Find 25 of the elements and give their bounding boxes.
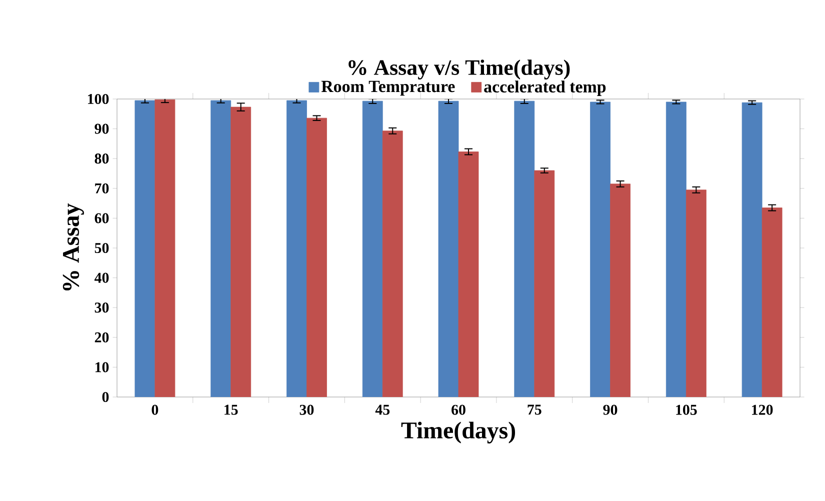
x-axis-title: Time(days)	[401, 422, 516, 444]
chart-title: % Assay v/s Time(days)	[348, 60, 570, 80]
legend-label: accelerated temp	[484, 80, 606, 96]
y-tick-label: 90	[94, 124, 109, 134]
x-tick-label: 60	[452, 404, 466, 415]
y-tick-label: 10	[95, 362, 109, 372]
x-tick-label: 120	[752, 404, 773, 415]
x-tick-label: 45	[375, 404, 390, 415]
y-tick-label: 40	[94, 272, 109, 283]
y-tick-label: 60	[94, 213, 109, 224]
x-tick-label: 75	[528, 404, 542, 415]
y-tick-label: 20	[94, 332, 109, 342]
y-tick-label: 50	[94, 242, 109, 254]
y-tick-label: 100	[88, 94, 109, 104]
x-tick-label: 15	[224, 404, 238, 415]
x-tick-label: 30	[300, 404, 314, 415]
y-tick-label: 0	[102, 392, 109, 402]
x-tick-label: 105	[676, 404, 697, 415]
y-axis-title: % Assay	[62, 203, 84, 290]
x-tick-label: 90	[603, 404, 618, 415]
y-tick-label: 80	[94, 154, 109, 164]
x-tick-label: 0	[152, 404, 158, 415]
y-tick-label: 30	[94, 302, 109, 313]
y-tick-label: 70	[95, 183, 109, 194]
legend-label: Room Temprature	[321, 80, 455, 96]
